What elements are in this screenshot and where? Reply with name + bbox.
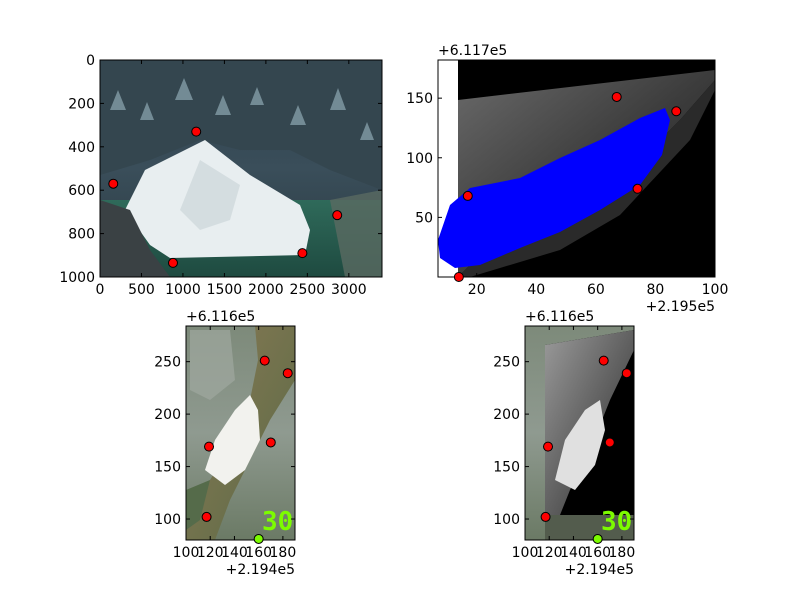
data-points xyxy=(201,355,293,544)
y-tick-label: 1000 xyxy=(59,270,95,286)
ortho-image xyxy=(438,60,715,277)
data-point xyxy=(632,183,643,194)
data-point xyxy=(265,437,276,448)
x-tick-label: 60 xyxy=(587,282,605,298)
data-point xyxy=(282,368,293,379)
axis-ticks: 20 40 60 80 100 50 100 150 +6.117e5 +2.195e5 xyxy=(406,43,728,315)
x-tick-label: 140 xyxy=(221,545,248,561)
x-tick-label: 100 xyxy=(512,545,539,561)
x-tick-label: 140 xyxy=(560,545,587,561)
extra-marker-point xyxy=(592,533,603,544)
axis-ticks: 0 500 1000 1500 2000 2500 3000 0 200 400 600 800 100… xyxy=(59,53,382,298)
data-point xyxy=(108,178,119,189)
x-tick-label: 2500 xyxy=(290,282,326,298)
data-points xyxy=(108,126,343,268)
y-tick-label: 0 xyxy=(86,53,95,69)
x-tick-label: 100 xyxy=(702,282,729,298)
extra-marker-point xyxy=(253,533,264,544)
data-point xyxy=(543,441,554,452)
y-tick-label: 200 xyxy=(154,407,181,423)
x-tick-label: 500 xyxy=(128,282,155,298)
x-tick-label: 80 xyxy=(647,282,665,298)
data-point xyxy=(611,91,622,102)
y-tick-label: 200 xyxy=(68,96,95,112)
ortho-photo-overlay xyxy=(525,326,634,540)
x-tick-label: 3000 xyxy=(331,282,367,298)
x-offset-label: +2.194e5 xyxy=(226,562,295,578)
axis-ticks: 100120140160180100150200250+6.116e5+2.19… xyxy=(154,309,296,578)
x-tick-label: 1500 xyxy=(207,282,243,298)
y-tick-label: 150 xyxy=(406,91,433,107)
data-point xyxy=(621,368,632,379)
x-tick-label: 120 xyxy=(536,545,563,561)
y-tick-label: 100 xyxy=(406,151,433,167)
x-tick-label: 1000 xyxy=(165,282,201,298)
x-tick-label: 180 xyxy=(270,545,297,561)
x-tick-label: 20 xyxy=(468,282,486,298)
x-tick-label: 180 xyxy=(609,545,636,561)
x-offset-label: +2.194e5 xyxy=(565,562,634,578)
data-point xyxy=(167,257,178,268)
data-point xyxy=(204,441,215,452)
data-point xyxy=(598,355,609,366)
y-offset-label: +6.116e5 xyxy=(525,309,594,325)
data-point xyxy=(191,126,202,137)
ortho-photo xyxy=(186,326,295,540)
data-point xyxy=(297,248,308,259)
y-tick-label: 250 xyxy=(493,355,520,371)
data-points xyxy=(453,91,682,282)
x-tick-label: 160 xyxy=(584,545,611,561)
y-tick-label: 200 xyxy=(493,407,520,423)
panel-bottom-left: 30 100120140160180100150200250+6.116e5+2… xyxy=(154,309,296,578)
panel-bottom-right: 30 100120140160180100150200250+6.116e5+2… xyxy=(493,309,635,578)
x-tick-label: 40 xyxy=(527,282,545,298)
y-tick-label: 400 xyxy=(68,140,95,156)
overlay-number-text: 30 xyxy=(601,507,632,537)
data-point xyxy=(259,355,270,366)
data-point xyxy=(201,511,212,522)
panel-top-right: 20 40 60 80 100 50 100 150 +6.117e5 +2.195e5 xyxy=(406,43,728,315)
axes-frame xyxy=(185,325,296,541)
axis-ticks: 100120140160180100150200250+6.116e5+2.19… xyxy=(493,309,635,578)
x-offset-label: +2.195e5 xyxy=(646,299,715,315)
y-tick-label: 800 xyxy=(68,227,95,243)
x-tick-label: 0 xyxy=(96,282,105,298)
y-tick-label: 250 xyxy=(154,355,181,371)
overlay-number-text: 30 xyxy=(262,507,293,537)
data-points xyxy=(540,355,632,544)
data-point xyxy=(462,190,473,201)
axes-frame xyxy=(524,325,635,541)
y-tick-label: 150 xyxy=(154,460,181,476)
y-tick-label: 100 xyxy=(493,512,520,528)
x-tick-label: 2000 xyxy=(248,282,284,298)
data-point xyxy=(604,437,615,448)
y-tick-label: 600 xyxy=(68,183,95,199)
data-point xyxy=(540,511,551,522)
y-tick-label: 50 xyxy=(415,210,433,226)
panel-top-left: 0 500 1000 1500 2000 2500 3000 0 200 400 600 800 100… xyxy=(59,53,383,298)
y-offset-label: +6.117e5 xyxy=(438,43,507,59)
y-tick-label: 150 xyxy=(493,460,520,476)
y-offset-label: +6.116e5 xyxy=(186,309,255,325)
y-tick-label: 100 xyxy=(154,512,181,528)
photo-image xyxy=(100,60,382,277)
data-point xyxy=(453,272,464,282)
x-tick-label: 160 xyxy=(245,545,272,561)
data-point xyxy=(671,106,682,117)
x-tick-label: 100 xyxy=(173,545,200,561)
axes-frame xyxy=(437,59,716,278)
x-tick-label: 120 xyxy=(197,545,224,561)
axes-frame xyxy=(99,59,383,278)
data-point xyxy=(332,210,343,221)
